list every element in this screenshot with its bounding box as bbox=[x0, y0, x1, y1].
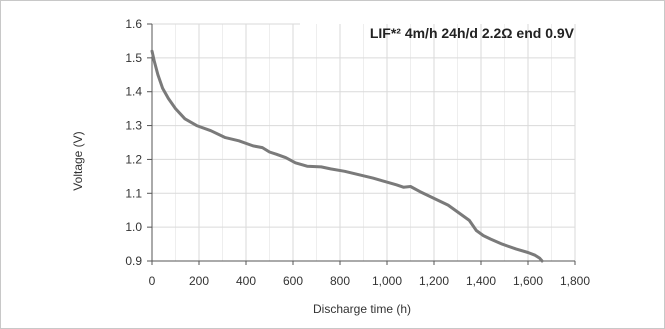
y-tick-label: 1.5 bbox=[125, 51, 142, 65]
x-tick-labels: 0 200 400 600 800 1,000 1,200 1,400 1,600 1,800 bbox=[149, 274, 591, 288]
x-tick-label: 1,200 bbox=[419, 274, 449, 288]
x-tick-label: 200 bbox=[189, 274, 209, 288]
y-tick-label: 1.1 bbox=[125, 186, 142, 200]
y-tick-label: 1.4 bbox=[125, 85, 142, 99]
y-tick-label: 1.0 bbox=[125, 220, 142, 234]
y-tick-label: 0.9 bbox=[125, 254, 142, 268]
x-tick-label: 0 bbox=[149, 274, 156, 288]
series-layer bbox=[150, 49, 544, 263]
y-tick-label: 1.2 bbox=[125, 152, 142, 166]
y-tick-labels: 0.9 1.0 1.1 1.2 1.3 1.4 1.5 1.6 bbox=[125, 17, 142, 268]
y-axis-label: Voltage (V) bbox=[71, 131, 85, 190]
x-tick-label: 1,800 bbox=[560, 274, 590, 288]
y-tick-label: 1.3 bbox=[125, 119, 142, 133]
axes bbox=[147, 23, 576, 265]
x-tick-label: 1,600 bbox=[513, 274, 543, 288]
x-tick-label: 600 bbox=[283, 274, 303, 288]
x-tick-label: 400 bbox=[236, 274, 256, 288]
x-tick-label: 1,000 bbox=[372, 274, 402, 288]
x-tick-label: 1,400 bbox=[466, 274, 496, 288]
discharge-curve-line bbox=[150, 49, 544, 263]
x-tick-label: 800 bbox=[330, 274, 350, 288]
chart-title: LIF*² 4m/h 24h/d 2.2Ω end 0.9V bbox=[370, 25, 575, 41]
grid bbox=[151, 23, 576, 262]
y-tick-label: 1.6 bbox=[125, 17, 142, 31]
x-axis-label: Discharge time (h) bbox=[313, 302, 411, 316]
